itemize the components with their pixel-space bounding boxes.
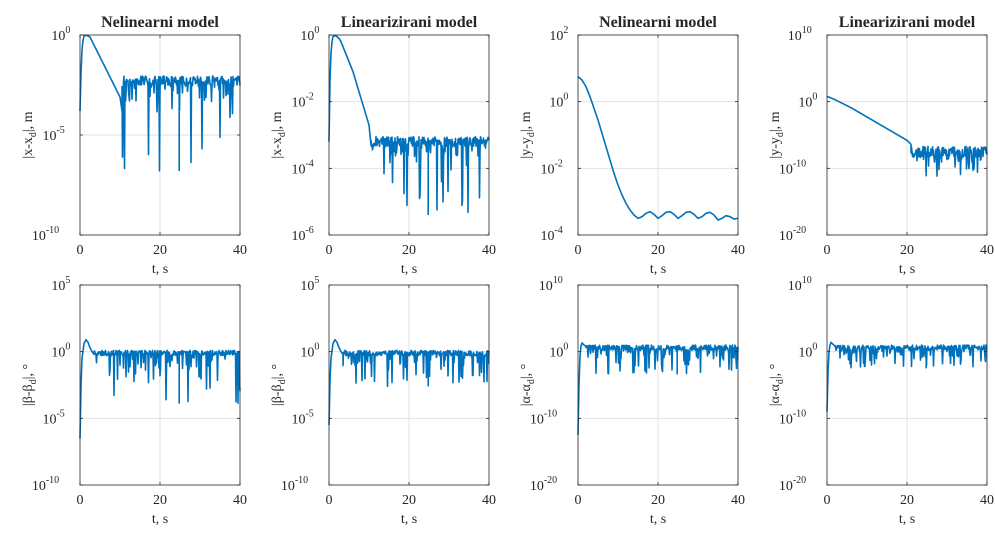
x-tick-label: 20	[153, 243, 167, 258]
chart-title: Linearizirani model	[839, 14, 976, 31]
chart-panel-2: 0 20 40 10-6 10-4 10-2 100 Linearizirani model t…	[270, 14, 496, 277]
x-axis-label: t, s	[152, 262, 168, 277]
x-tick-label: 40	[731, 243, 745, 258]
chart-panel-3: 0 20 40 10-4 10-2 100 102 Nelinearni model t, s |…	[519, 14, 745, 277]
y-tick-label: 102	[549, 25, 568, 44]
chart-panel-6: 0 20 40 10-10 10-5 100 105 t, s |β-βd|, °	[270, 275, 496, 527]
x-tick-label: 40	[731, 493, 745, 508]
y-tick-label: 10-10	[32, 225, 59, 244]
x-tick-label: 20	[402, 243, 416, 258]
y-tick-label: 100	[51, 25, 70, 44]
series-line	[79, 338, 241, 439]
x-tick-label: 0	[326, 243, 333, 258]
x-axis-label: t, s	[152, 512, 168, 527]
x-tick-label: 0	[575, 243, 582, 258]
chart-panel-1: 0 20 40 10-10 10-5 100 Nelinearni model t, s |x-…	[21, 14, 247, 277]
x-tick-label: 40	[980, 493, 994, 508]
y-tick-label: 10-10	[281, 475, 308, 494]
x-tick-label: 0	[77, 243, 84, 258]
y-tick-label: 100	[798, 342, 817, 361]
y-tick-label: 100	[51, 342, 70, 361]
x-tick-label: 40	[482, 493, 496, 508]
x-tick-label: 40	[482, 243, 496, 258]
y-tick-label: 10-2	[540, 158, 562, 177]
x-axis-label: t, s	[650, 262, 666, 277]
y-tick-label: 10-2	[291, 92, 313, 111]
x-tick-label: 20	[651, 493, 665, 508]
y-tick-label: 100	[798, 92, 817, 111]
chart-title: Nelinearni model	[599, 14, 717, 31]
y-tick-label: 100	[549, 92, 568, 111]
y-axis-label: |y-yd|, m	[768, 111, 786, 158]
y-tick-label: 1010	[788, 25, 812, 44]
x-axis-label: t, s	[401, 512, 417, 527]
chart-title: Linearizirani model	[341, 14, 478, 31]
y-tick-label: 10-6	[291, 225, 313, 244]
x-axis-label: t, s	[401, 262, 417, 277]
x-tick-label: 20	[900, 243, 914, 258]
y-tick-label: 10-20	[530, 475, 557, 494]
y-axis-label: |β-βd|, °	[21, 364, 39, 406]
x-tick-label: 20	[900, 493, 914, 508]
x-tick-label: 0	[824, 243, 831, 258]
y-tick-label: 10-4	[540, 225, 562, 244]
x-tick-label: 40	[233, 243, 247, 258]
x-tick-label: 0	[575, 493, 582, 508]
y-tick-label: 100	[549, 342, 568, 361]
chart-panel-5: 0 20 40 10-10 10-5 100 105 t, s |β-βd|, °	[21, 275, 247, 527]
x-tick-label: 0	[326, 493, 333, 508]
y-tick-label: 10-5	[42, 125, 64, 144]
x-tick-label: 20	[402, 493, 416, 508]
x-axis-label: t, s	[899, 262, 915, 277]
x-tick-label: 40	[980, 243, 994, 258]
series-line	[577, 76, 739, 221]
y-tick-label: 10-10	[779, 158, 806, 177]
series-line	[79, 34, 241, 172]
chart-panel-8: 0 20 40 10-20 10-10 100 1010 t, s |α-αd|, °	[768, 275, 994, 527]
y-tick-label: 10-20	[779, 475, 806, 494]
y-axis-label: |x-xd|, m	[21, 111, 39, 158]
y-tick-label: 100	[300, 25, 319, 44]
x-tick-label: 0	[824, 493, 831, 508]
chart-panel-7: 0 20 40 10-20 10-10 100 1010 t, s |α-αd|, °	[519, 275, 745, 527]
y-tick-label: 10-5	[291, 408, 313, 427]
x-tick-label: 20	[651, 243, 665, 258]
y-tick-label: 105	[300, 275, 319, 294]
series-line	[328, 338, 490, 426]
y-tick-label: 10-10	[530, 408, 557, 427]
series-line	[826, 95, 988, 177]
x-axis-label: t, s	[899, 512, 915, 527]
x-axis-label: t, s	[650, 512, 666, 527]
y-tick-label: 1010	[539, 275, 563, 294]
x-tick-label: 20	[153, 493, 167, 508]
x-tick-label: 40	[233, 493, 247, 508]
y-axis-label: |β-βd|, °	[270, 364, 288, 406]
y-tick-label: 1010	[788, 275, 812, 294]
y-tick-label: 105	[51, 275, 70, 294]
y-axis-label: |α-αd|, °	[519, 364, 537, 407]
y-axis-label: |α-αd|, °	[768, 364, 786, 407]
y-axis-label: |x-xd|, m	[270, 111, 288, 158]
chart-title: Nelinearni model	[101, 14, 219, 31]
y-axis-label: |y-yd|, m	[519, 111, 537, 158]
y-tick-label: 10-10	[32, 475, 59, 494]
series-line	[826, 341, 988, 412]
x-tick-label: 0	[77, 493, 84, 508]
y-tick-label: 10-20	[779, 225, 806, 244]
y-tick-label: 10-5	[42, 408, 64, 427]
y-tick-label: 10-4	[291, 158, 313, 177]
series-line	[328, 34, 490, 215]
y-tick-label: 10-10	[779, 408, 806, 427]
chart-panel-4: 0 20 40 10-20 10-10 100 1010 Linearizirani mode…	[768, 14, 994, 277]
y-tick-label: 100	[300, 342, 319, 361]
series-line	[577, 342, 739, 436]
